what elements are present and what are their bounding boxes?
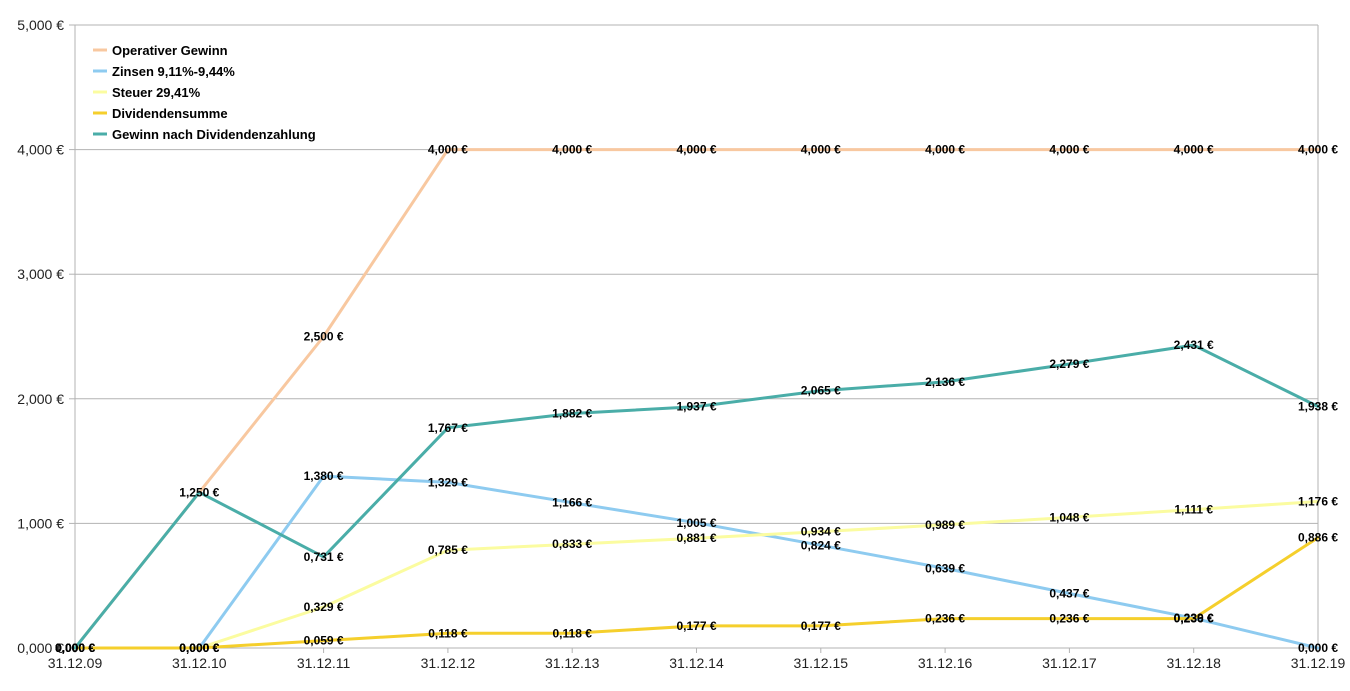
data-label: 0,785 €: [428, 543, 468, 557]
data-label: 0,989 €: [925, 518, 965, 532]
data-label: 4,000 €: [1049, 143, 1089, 157]
y-tick-label: 4,000 €: [17, 142, 64, 158]
data-label: 0,000 €: [55, 641, 95, 655]
x-tick-label: 31.12.10: [172, 655, 227, 671]
y-tick-label: 2,000 €: [17, 391, 64, 407]
legend: Operativer Gewinn Zinsen 9,11%-9,44% Steue…: [93, 43, 316, 142]
x-tick-label: 31.12.19: [1291, 655, 1346, 671]
data-label: 2,136 €: [925, 375, 965, 389]
data-label: 0,000 €: [55, 641, 95, 655]
x-axis: 31.12.09 31.12.10 31.12.11 31.12.12 31.12.13…: [48, 648, 1346, 671]
data-label: 2,279 €: [1049, 357, 1089, 371]
x-tick-label: 31.12.09: [48, 655, 103, 671]
x-tick-label: 31.12.18: [1166, 655, 1221, 671]
data-label: 0,000 €: [1298, 641, 1338, 655]
data-label: 0,177 €: [801, 619, 841, 633]
series-line-3: [73, 536, 1320, 650]
data-label: 0,177 €: [676, 619, 716, 633]
data-label: 0,437 €: [1049, 587, 1089, 601]
data-label: 1,250 €: [179, 485, 219, 499]
data-label: 1,048 €: [1049, 510, 1089, 524]
data-labels: 0,000 € 2,500 € 4,000 € 4,000 € 4,000 € 4,000…: [55, 143, 1338, 655]
y-tick-label: 3,000 €: [17, 266, 64, 282]
x-tick-label: 31.12.16: [918, 655, 973, 671]
data-label: 0,000 €: [55, 641, 95, 655]
y-tick-label: 1,000 €: [17, 515, 64, 531]
y-tick-label: 0,000 €: [17, 640, 64, 656]
data-label: 1,938 €: [1298, 400, 1338, 414]
data-label: 1,111 €: [1174, 503, 1213, 517]
legend-label: Steuer 29,41%: [112, 85, 201, 100]
data-label: 1,767 €: [428, 421, 468, 435]
data-label: 0,000 €: [55, 641, 95, 655]
data-label: 0,059 €: [304, 634, 344, 648]
x-tick-label: 31.12.13: [545, 655, 600, 671]
x-tick-label: 31.12.17: [1042, 655, 1097, 671]
data-label: 0,118 €: [428, 626, 468, 640]
series-line-4: [73, 343, 1320, 650]
data-label: 2,431 €: [1174, 338, 1214, 352]
x-tick-label: 31.12.11: [297, 655, 351, 671]
data-label: 1,329 €: [428, 475, 468, 489]
data-label: 0,329 €: [304, 600, 344, 614]
data-label: 4,000 €: [1174, 143, 1214, 157]
data-label: 0,833 €: [552, 537, 592, 551]
x-tick-label: 31.12.14: [669, 655, 724, 671]
data-label: 1,882 €: [552, 407, 592, 421]
data-label: 4,000 €: [1298, 143, 1338, 157]
data-label: 2,065 €: [801, 384, 841, 398]
series-line-2: [73, 500, 1320, 650]
data-label: 0,824 €: [801, 538, 841, 552]
data-label: 0,639 €: [925, 561, 965, 575]
data-label: 0,000 €: [179, 641, 219, 655]
data-label: 0,731 €: [304, 550, 344, 564]
data-label: 1,005 €: [676, 516, 716, 530]
y-tick-label: 5,000 €: [17, 17, 64, 33]
data-label: 4,000 €: [925, 143, 965, 157]
data-label: 0,236 €: [1049, 612, 1089, 626]
data-label: 0,118 €: [553, 626, 593, 640]
data-label: 4,000 €: [676, 143, 716, 157]
legend-label: Dividendensumme: [112, 106, 228, 121]
x-tick-label: 31.12.15: [794, 655, 849, 671]
data-label: 0,236 €: [925, 612, 965, 626]
data-label: 4,000 €: [552, 143, 592, 157]
data-label: 0,239 €: [1174, 611, 1214, 625]
data-label: 0,000 €: [179, 641, 219, 655]
data-label: 0,236 €: [1174, 612, 1214, 626]
data-label: 1,166 €: [552, 496, 592, 510]
data-label: 1,380 €: [304, 469, 344, 483]
legend-label: Zinsen 9,11%-9,44%: [112, 64, 235, 79]
data-label: 0,000 €: [55, 641, 95, 655]
series-line-0: [73, 148, 1320, 650]
data-label: 4,000 €: [801, 143, 841, 157]
legend-label: Operativer Gewinn: [112, 43, 228, 58]
data-label: 1,937 €: [676, 400, 716, 414]
x-tick-label: 31.12.12: [421, 655, 476, 671]
y-axis: 0,000 € 1,000 € 2,000 € 3,000 € 4,000 € 5,000…: [17, 17, 75, 656]
data-label: 0,000 €: [179, 641, 219, 655]
legend-label: Gewinn nach Dividendenzahlung: [112, 127, 316, 142]
data-label: 0,886 €: [1298, 531, 1338, 545]
data-label: 0,934 €: [801, 525, 841, 539]
series-line-1: [73, 474, 1320, 650]
data-label: 0,881 €: [676, 531, 716, 545]
data-label: 1,176 €: [1298, 494, 1338, 508]
grid-lines: [74, 24, 1319, 649]
series-lines: [73, 148, 1320, 650]
data-label: 2,500 €: [304, 330, 344, 344]
data-label: 4,000 €: [428, 143, 468, 157]
